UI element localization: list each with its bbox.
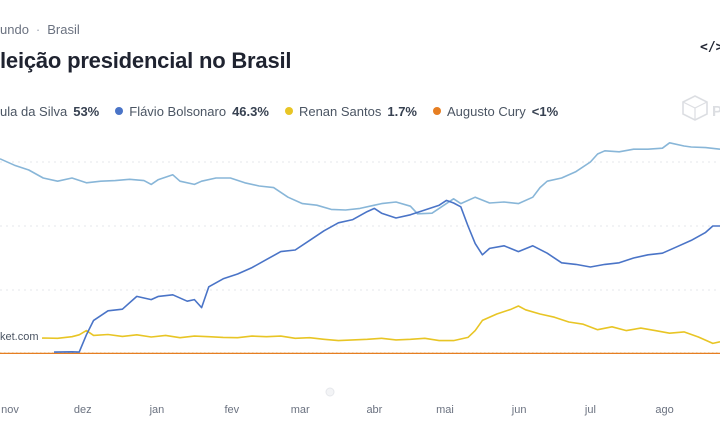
series-line-renan[interactable] [0,305,720,345]
x-tick-label: jun [511,404,527,416]
legend-value: 1.7% [387,103,417,119]
legend-value: 46.3% [232,103,269,119]
x-tick-label: dez [74,404,92,416]
legend-label: Renan Santos [298,103,382,119]
chart-legend: ula da Silva 53% Flávio Bolsonaro 46.3% … [0,102,720,120]
legend-label: Flávio Bolsonaro [129,103,227,119]
legend-dot [115,107,124,115]
page-title: leição presidencial no Brasil [0,48,292,73]
legend-item-augusto[interactable]: Augusto Cury <1% [433,104,558,119]
timeline-scrubber-handle[interactable] [325,387,335,397]
breadcrumb-item-brasil[interactable]: Brasil [47,22,80,37]
svg-text:P: P [712,103,720,120]
legend-item-lula[interactable]: ula da Silva 53% [0,104,99,119]
chart-series [0,142,720,354]
x-tick-label: mai [436,404,454,416]
x-tick-label: jul [584,404,596,416]
x-tick-label: ago [655,404,673,416]
x-tick-label: nov [1,404,19,416]
breadcrumb-separator: · [35,22,41,37]
x-tick-label: fev [224,404,239,416]
x-axis: nov dez jan fev mar abr mai jun jul ago [1,404,674,416]
chart-grid [0,161,720,354]
legend-value: 53% [73,103,100,119]
legend-value: <1% [531,103,559,119]
breadcrumb: undo · Brasil [0,22,80,37]
x-tick-label: mar [291,404,310,416]
legend-item-renan[interactable]: Renan Santos 1.7% [284,103,417,119]
breadcrumb-item-mundo[interactable]: undo [0,22,29,37]
series-line-lula[interactable] [0,142,720,215]
legend-item-flavio[interactable]: Flávio Bolsonaro 46.3% [115,104,269,119]
code-embed-icon[interactable]: </> [700,40,720,55]
brand-logo-watermark: P [682,95,720,121]
legend-label: ula da Silva [0,103,68,119]
legend-dot [433,107,441,115]
series-line-flavio[interactable] [53,199,720,353]
source-watermark: ket.com [0,330,42,344]
x-tick-label: jan [149,404,165,416]
legend-dot [284,107,293,115]
legend-label: Augusto Cury [447,103,526,119]
x-tick-label: abr [366,404,382,416]
